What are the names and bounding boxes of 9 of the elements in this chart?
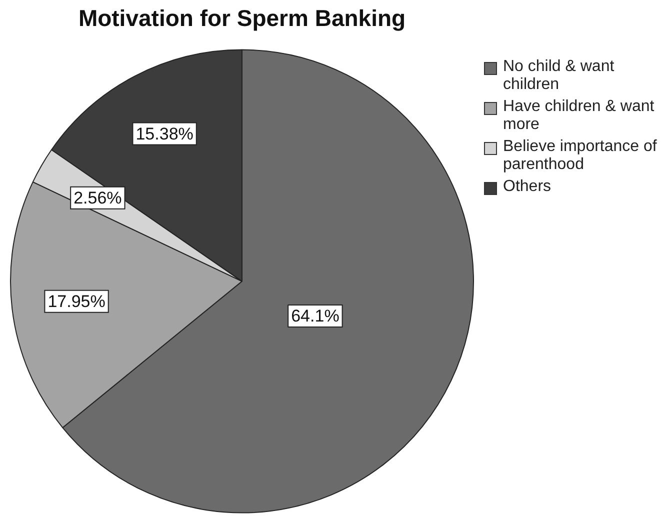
legend-label: No child & want children	[503, 58, 616, 94]
data-label: 2.56%	[74, 188, 122, 208]
legend-label: Others	[503, 178, 552, 196]
data-label: 17.95%	[48, 292, 106, 312]
data-label: 15.38%	[136, 124, 194, 144]
legend-label: Have children & want more	[503, 98, 656, 134]
data-label: 64.1%	[291, 306, 340, 326]
legend-label: Believe importance of parenthood	[503, 138, 658, 174]
chart-title: Motivation for Sperm Banking	[78, 5, 406, 32]
